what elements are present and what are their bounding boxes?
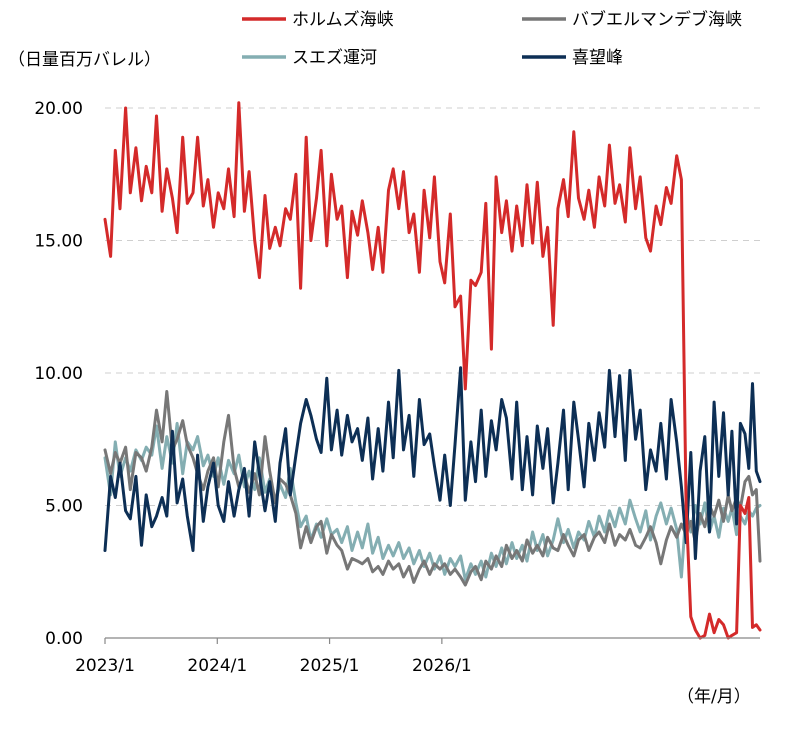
- legend-label-suez: スエズ運河: [292, 48, 377, 68]
- y-axis-unit-label: （日量百万バレル）: [8, 50, 161, 70]
- legend-label-cape: 喜望峰: [572, 48, 623, 68]
- y-tick-label-2: 10.00: [34, 364, 83, 384]
- x-axis-unit-label: （年/月）: [677, 687, 751, 707]
- x-tick-label-0: 2023/1: [75, 656, 135, 676]
- series-line-hormuz: [103, 101, 762, 640]
- x-tick-label-1: 2024/1: [187, 656, 247, 676]
- series-line-suez: [103, 421, 762, 582]
- y-axis-ticks: 0.00 5.00 10.00 15.00 20.00: [34, 99, 83, 649]
- y-tick-label-4: 20.00: [34, 99, 83, 119]
- x-tick-label-3: 2026/1: [412, 656, 472, 676]
- legend-label-hormuz: ホルムズ海峡: [292, 10, 394, 30]
- y-tick-label-0: 0.00: [45, 629, 83, 649]
- y-tick-label-3: 15.00: [34, 232, 83, 252]
- series-line-cape: [103, 366, 762, 560]
- x-tick-label-2: 2025/1: [300, 656, 360, 676]
- legend-label-bab: バブエルマンデブ海峡: [572, 9, 742, 30]
- y-tick-label-1: 5.00: [45, 497, 83, 517]
- legend: ホルムズ海峡 バブエルマンデブ海峡 スエズ運河 喜望峰: [242, 9, 742, 68]
- series-line-bab: [103, 390, 762, 587]
- x-axis-ticks: 2023/1 2024/1 2025/1 2026/1: [75, 638, 472, 676]
- series-lines: [103, 101, 762, 640]
